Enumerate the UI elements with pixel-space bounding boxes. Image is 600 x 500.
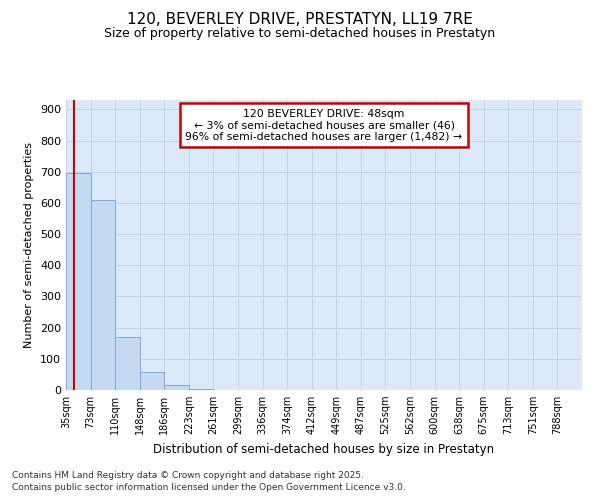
Text: Contains HM Land Registry data © Crown copyright and database right 2025.: Contains HM Land Registry data © Crown c… [12,470,364,480]
Bar [164,386,189,390]
Bar [66,174,91,390]
X-axis label: Distribution of semi-detached houses by size in Prestatyn: Distribution of semi-detached houses by … [154,442,494,456]
Text: 120, BEVERLEY DRIVE, PRESTATYN, LL19 7RE: 120, BEVERLEY DRIVE, PRESTATYN, LL19 7RE [127,12,473,28]
Text: 120 BEVERLEY DRIVE: 48sqm
← 3% of semi-detached houses are smaller (46)
96% of s: 120 BEVERLEY DRIVE: 48sqm ← 3% of semi-d… [185,108,463,142]
Bar [91,200,115,390]
Y-axis label: Number of semi-detached properties: Number of semi-detached properties [25,142,34,348]
Text: Size of property relative to semi-detached houses in Prestatyn: Size of property relative to semi-detach… [104,28,496,40]
Text: Contains public sector information licensed under the Open Government Licence v3: Contains public sector information licen… [12,483,406,492]
Bar [189,389,214,390]
Bar [140,372,164,390]
Bar [115,337,140,390]
